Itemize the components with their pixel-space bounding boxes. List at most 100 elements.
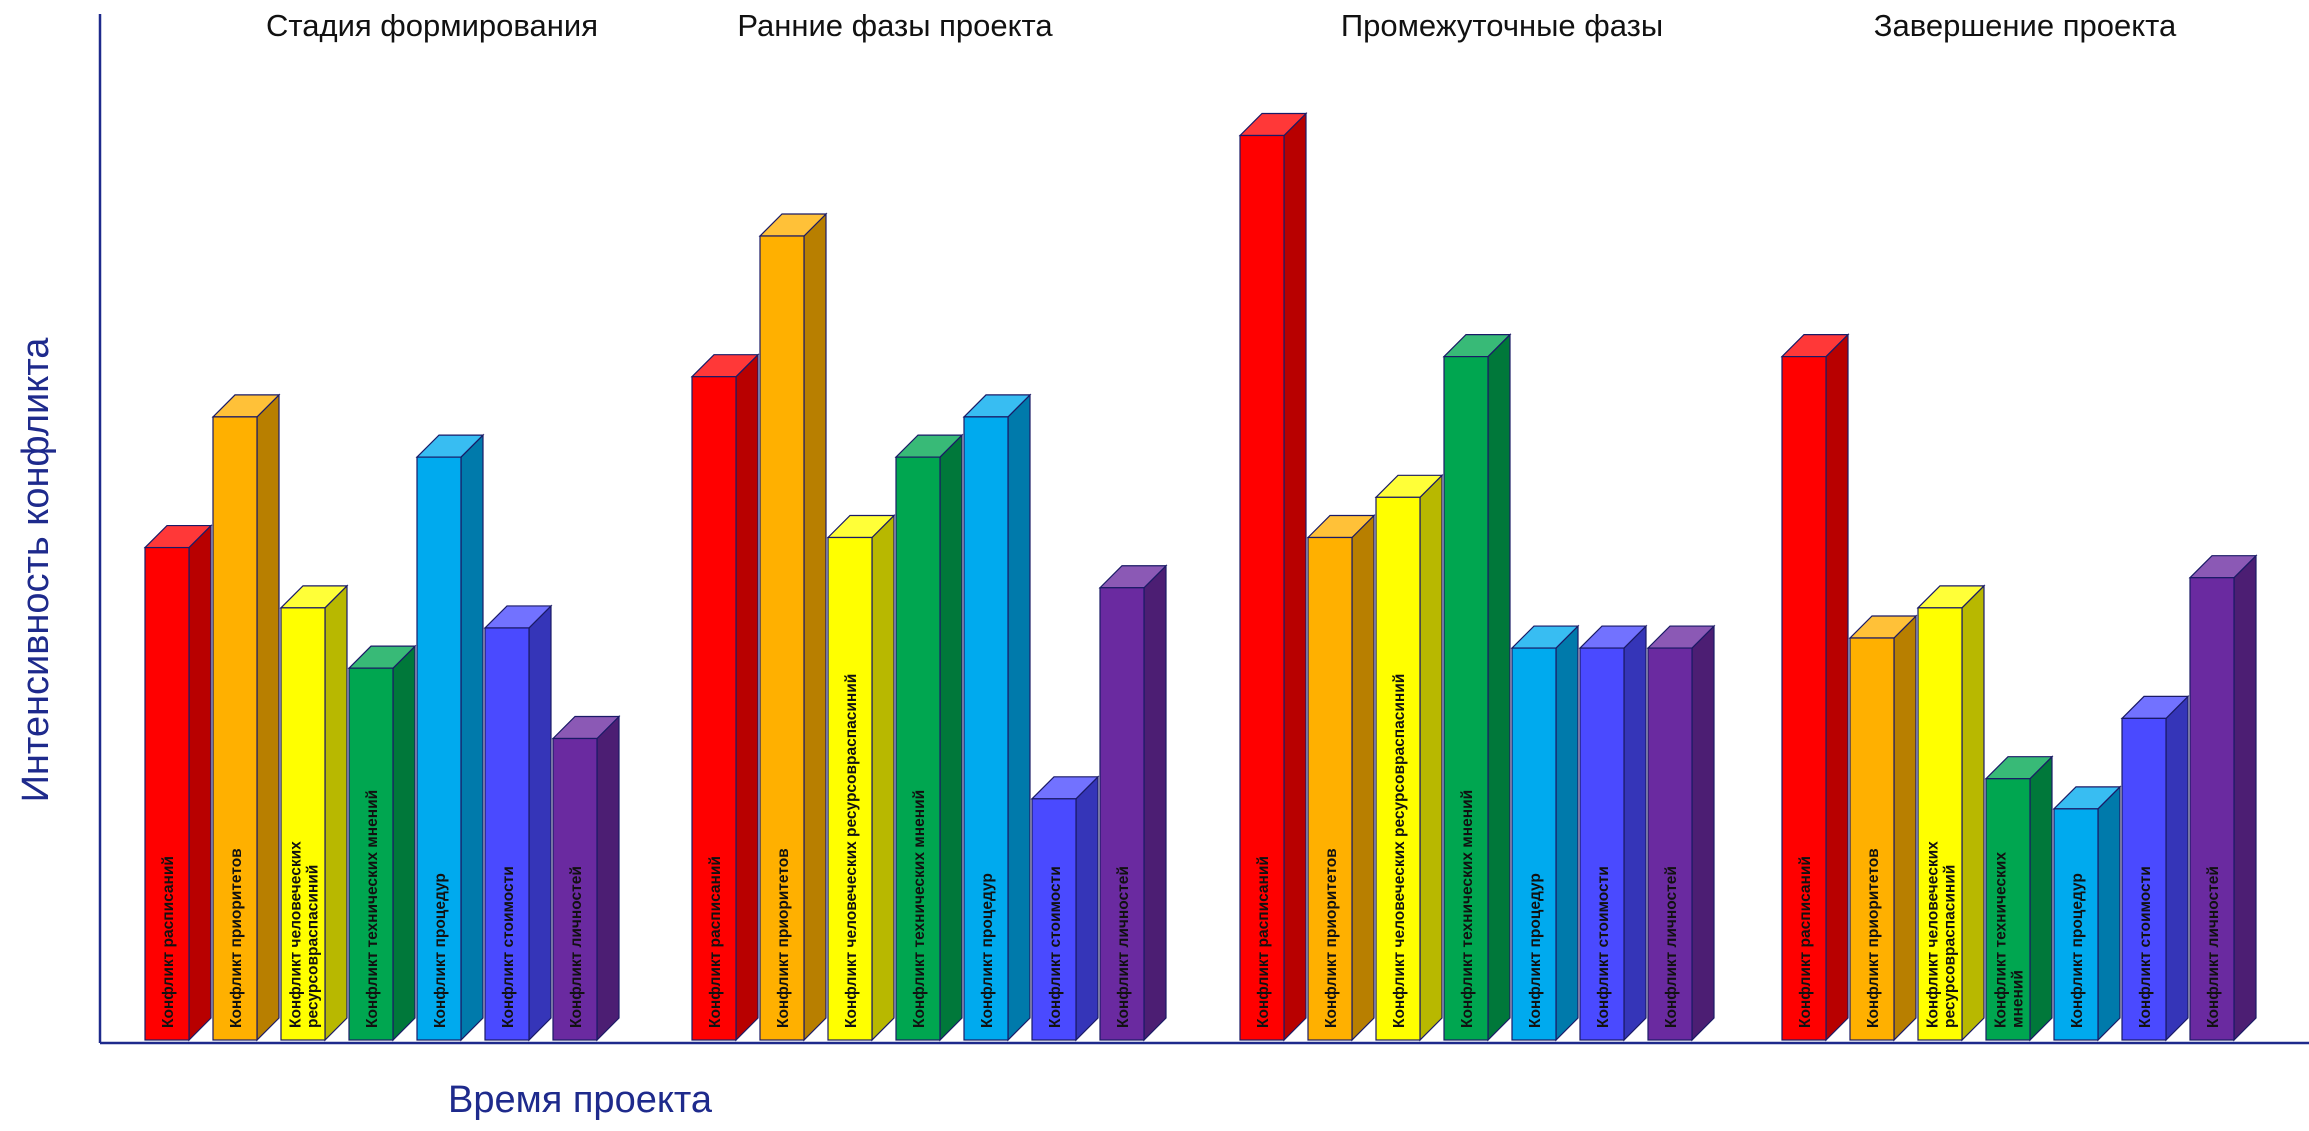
bar: Конфликт расписаний <box>1780 333 1850 1042</box>
bar-label: Конфликт процедур <box>979 873 996 1028</box>
bar-label: Конфликт расписаний <box>1255 856 1272 1028</box>
bar: Конфликт приоритетов <box>211 393 281 1042</box>
bar: Конфликт приоритетов <box>1306 514 1376 1042</box>
bar-front-face <box>691 376 737 1041</box>
bar-side-face <box>735 353 759 1042</box>
bar-side-face <box>1419 473 1443 1042</box>
bar-front-face <box>212 416 258 1041</box>
bar-label: Конфликт процедур <box>2069 873 2086 1028</box>
bar: Конфликт технических мнений <box>1442 333 1512 1042</box>
bar-side-face <box>939 433 963 1042</box>
bar-front-face <box>1099 587 1145 1041</box>
bar-label: Конфликт личностей <box>1115 866 1132 1028</box>
bar: Конфликт процедур <box>2052 785 2122 1042</box>
bar-side-face <box>256 393 280 1042</box>
bar-front-face <box>484 627 530 1041</box>
bar: Конфликт процедур <box>415 433 485 1042</box>
bar-side-face <box>1691 624 1715 1042</box>
bar-label: Конфликт личностей <box>568 866 585 1028</box>
bar: Конфликт расписаний <box>1238 112 1308 1042</box>
bar-side-face <box>1961 584 1985 1042</box>
bar-label: Конфликт технических мнений <box>911 790 928 1028</box>
bar-label: Конфликт человеческих ресурсовраспасиний <box>843 674 860 1028</box>
bar-front-face <box>1307 536 1353 1041</box>
phase-group: Конфликт расписаний Конфликт приоритетов К… <box>1238 112 1716 1042</box>
bar-label: Конфликт приоритетов <box>1323 848 1340 1028</box>
bar-label: Конфликт приоритетов <box>775 848 792 1028</box>
bar: Конфликт стоимости <box>1030 775 1100 1042</box>
phase-title: Промежуточные фазы <box>1341 8 1663 43</box>
bar: Конфликт человеческихресурсовраспасиний <box>279 584 349 1042</box>
bar-side-face <box>1893 614 1917 1042</box>
bar-front-face <box>1917 607 1963 1041</box>
bar-label: Конфликт приоритетов <box>228 848 245 1028</box>
bar-side-face <box>871 514 895 1042</box>
bar-label: Конфликт расписаний <box>1797 856 1814 1028</box>
bar-front-face <box>963 416 1009 1041</box>
bar-side-face <box>1555 624 1579 1042</box>
bar-label: Конфликт человеческихресурсовраспасиний <box>288 841 322 1028</box>
phase-group: Конфликт расписаний Конфликт приоритетов К… <box>143 393 621 1042</box>
bar: Конфликт человеческих ресурсовраспасиний <box>1374 473 1444 1042</box>
bar-label: Конфликт расписаний <box>707 856 724 1028</box>
x-axis-title: Время проекта <box>448 1079 713 1121</box>
bar-front-face <box>1443 356 1489 1041</box>
bar-side-face <box>1283 112 1307 1042</box>
bar: Конфликт приоритетов <box>1848 614 1918 1042</box>
bar-label: Конфликт процедур <box>432 873 449 1028</box>
bar-front-face <box>1647 647 1693 1041</box>
bar-label: Конфликт личностей <box>1663 866 1680 1028</box>
bar-side-face <box>2233 554 2257 1042</box>
bar: Конфликт техническихмнений <box>1984 755 2054 1042</box>
bar: Конфликт процедур <box>962 393 1032 1042</box>
bar-label: Конфликт стоимости <box>1595 866 1612 1028</box>
bar-front-face <box>552 737 598 1041</box>
bar-side-face <box>2165 694 2189 1042</box>
bar-side-face <box>1351 514 1375 1042</box>
bar: Конфликт приоритетов <box>758 212 828 1042</box>
bar-side-face <box>1487 333 1511 1042</box>
bar-side-face <box>460 433 484 1042</box>
bar: Конфликт расписаний <box>690 353 760 1042</box>
bar-front-face <box>759 235 805 1041</box>
bar: Конфликт стоимости <box>483 604 553 1042</box>
bar-side-face <box>1623 624 1647 1042</box>
bar-label: Конфликт стоимости <box>500 866 517 1028</box>
bar: Конфликт процедур <box>1510 624 1580 1042</box>
bar-label: Конфликт технических мнений <box>1459 790 1476 1028</box>
bar-label: Конфликт приоритетов <box>1865 848 1882 1028</box>
bar-label: Конфликт стоимости <box>2137 866 2154 1028</box>
bar: Конфликт расписаний <box>143 524 213 1042</box>
bar: Конфликт личностей <box>2188 554 2258 1042</box>
bar: Конфликт личностей <box>1098 564 1168 1042</box>
bar-front-face <box>1239 134 1285 1041</box>
bar-side-face <box>324 584 348 1042</box>
bar-front-face <box>827 536 873 1041</box>
bars: Конфликт расписаний Конфликт приоритетов К… <box>143 112 2258 1042</box>
bar-label: Конфликт расписаний <box>160 856 177 1028</box>
phase-group: Конфликт расписаний Конфликт приоритетов К… <box>1780 333 2258 1042</box>
axes <box>98 14 2309 1045</box>
phase-title: Ранние фазы проекта <box>737 8 1053 43</box>
bar-front-face <box>2053 808 2099 1041</box>
bar-front-face <box>895 456 941 1041</box>
bar-front-face <box>144 546 190 1041</box>
bar-side-face <box>1143 564 1167 1042</box>
phase-group: Конфликт расписаний Конфликт приоритетов К… <box>690 212 1168 1042</box>
bar-side-face <box>188 524 212 1042</box>
bar-front-face <box>1511 647 1557 1041</box>
bar-side-face <box>1825 333 1849 1042</box>
bar-side-face <box>2029 755 2053 1042</box>
bar-front-face <box>1849 637 1895 1041</box>
bar-front-face <box>280 607 326 1041</box>
phase-titles: Стадия формирования Ранние фазы проекта Пр… <box>266 8 2177 43</box>
bar-front-face <box>2189 577 2235 1041</box>
bar: Конфликт человеческихресурсовраспасиний <box>1916 584 1986 1042</box>
bar-label: Конфликт стоимости <box>1047 866 1064 1028</box>
bar: Конфликт человеческих ресурсовраспасиний <box>826 514 896 1042</box>
bar-front-face <box>1985 778 2031 1041</box>
phase-title: Завершение проекта <box>1874 8 2177 43</box>
bar: Конфликт личностей <box>551 715 621 1042</box>
bar-front-face <box>1031 798 1077 1041</box>
